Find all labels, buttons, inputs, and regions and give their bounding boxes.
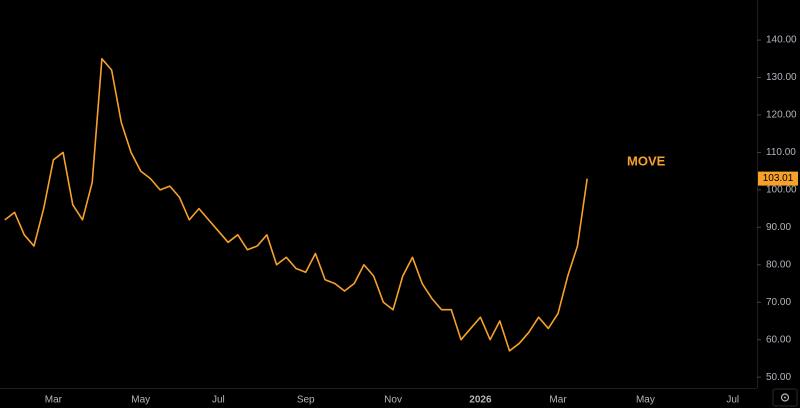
y-tick-label: 100.00 — [766, 185, 797, 196]
y-tick-label: 140.00 — [766, 35, 797, 46]
last-value-label: 103.01 — [763, 173, 794, 184]
x-tick-label: May — [636, 395, 655, 406]
line-series — [4, 58, 588, 352]
y-tick-label: 130.00 — [766, 72, 797, 83]
y-tick-label: 80.00 — [766, 259, 791, 270]
x-tick-label: Mar — [45, 395, 63, 406]
x-tick-label: Sep — [297, 395, 315, 406]
x-tick-label: Nov — [384, 395, 402, 406]
y-tick-label: 120.00 — [766, 110, 797, 121]
series-label: MOVE — [627, 153, 666, 168]
y-tick-label: 60.00 — [766, 334, 791, 345]
x-tick-label: 2026 — [469, 395, 492, 406]
x-tick-label: May — [131, 395, 150, 406]
x-tick-label: Jul — [212, 395, 225, 406]
y-tick-label: 70.00 — [766, 297, 791, 308]
last-value-box — [758, 171, 798, 186]
y-tick-label: 50.00 — [766, 372, 791, 383]
y-tick-label: 90.00 — [766, 222, 791, 233]
x-tick-label: Mar — [549, 395, 567, 406]
x-tick-label: Jul — [726, 395, 739, 406]
settings-button[interactable] — [772, 388, 798, 407]
y-tick-label: 110.00 — [766, 147, 796, 158]
